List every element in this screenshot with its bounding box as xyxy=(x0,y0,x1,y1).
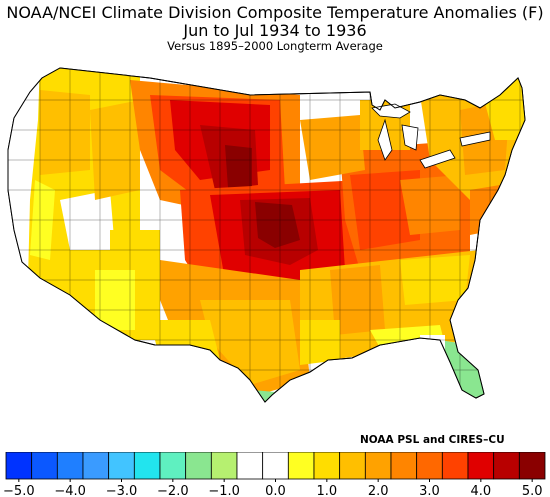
colorbar-tick-label: −1.0 xyxy=(208,484,240,497)
colorbar-swatch xyxy=(82,452,110,480)
colorbar-swatch xyxy=(339,452,366,480)
colorbar-swatch xyxy=(441,452,469,480)
colorbar-swatch xyxy=(56,452,84,480)
colorbar-swatch xyxy=(31,452,58,480)
colorbar-swatch xyxy=(133,452,161,480)
colorbar-swatch xyxy=(185,452,212,480)
us-anomaly-map xyxy=(7,67,526,403)
map-baseline: Versus 1895–2000 Longterm Average xyxy=(167,39,383,53)
colorbar-tick-label: −4.0 xyxy=(54,484,86,497)
colorbar-tick-label: −2.0 xyxy=(157,484,189,497)
great-lakes xyxy=(371,103,491,169)
colorbar-swatch xyxy=(518,452,546,480)
colorbar-tick-label: −5.0 xyxy=(3,484,35,497)
colorbar-swatch xyxy=(467,452,495,480)
colorbar-tick-label: 5.0 xyxy=(522,484,543,497)
colorbar-tick-label: 2.0 xyxy=(368,484,389,497)
colorbar-swatch xyxy=(364,452,392,480)
colorbar: −5.0 −4.0 −3.0 −2.0 −1.0 0.0 1.0 2.0 3.0 4.0 5.0 xyxy=(3,452,546,497)
colorbar-swatch xyxy=(390,452,418,480)
colorbar-swatch xyxy=(313,452,341,480)
colorbar-swatch xyxy=(210,452,238,480)
colorbar-swatch xyxy=(5,452,33,480)
colorbar-swatch xyxy=(108,452,135,480)
credit-label: NOAA PSL and CIRES–CU xyxy=(360,434,505,446)
colorbar-tick-label: −3.0 xyxy=(106,484,138,497)
colorbar-tick-label: 3.0 xyxy=(419,484,440,497)
map-title: NOAA/NCEI Climate Division Composite Tem… xyxy=(6,3,544,22)
colorbar-tick-label: 1.0 xyxy=(316,484,337,497)
colorbar-swatch xyxy=(262,452,289,480)
colorbar-swatch xyxy=(236,452,264,480)
map-period: Jun to Jul 1934 to 1936 xyxy=(183,21,367,40)
colorbar-swatch xyxy=(287,452,315,480)
colorbar-swatch xyxy=(159,452,187,480)
colorbar-tick-label: 0.0 xyxy=(265,484,286,497)
colorbar-tick-label: 4.0 xyxy=(470,484,491,497)
colorbar-swatch xyxy=(416,452,443,480)
colorbar-swatch xyxy=(493,452,520,480)
